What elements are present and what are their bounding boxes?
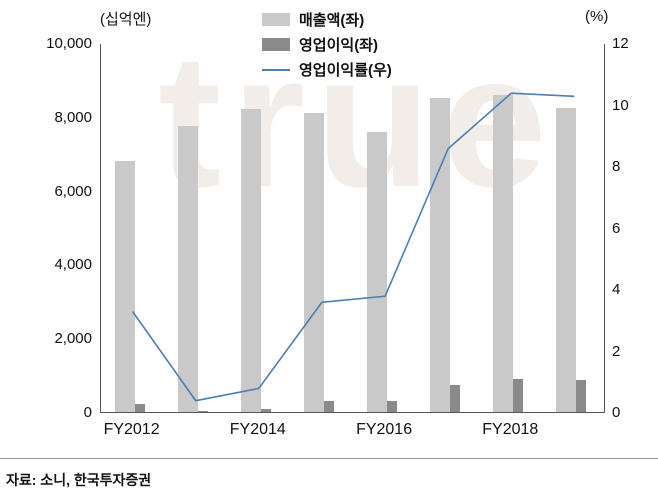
revenue-bar-FY2018 bbox=[493, 94, 514, 412]
footer-divider bbox=[0, 458, 658, 459]
operating-profit-bar-FY2014 bbox=[260, 409, 271, 412]
x-axis-tick-label: FY2012 bbox=[103, 421, 160, 438]
left-axis-tick-label: 0 bbox=[83, 404, 92, 421]
revenue-bar-FY2014 bbox=[240, 109, 261, 412]
legend-bar-swatch-icon bbox=[262, 13, 290, 26]
left-axis-unit: (십억엔) bbox=[100, 11, 152, 28]
legend-label: 영업이익(좌) bbox=[299, 37, 378, 54]
legend-label: 매출액(좌) bbox=[299, 12, 365, 29]
legend-item-1: 영업이익(좌) bbox=[262, 32, 392, 57]
operating-profit-bar-FY2019 bbox=[576, 379, 587, 412]
left-axis-tick-label: 4,000 bbox=[54, 256, 92, 274]
right-axis-tick-label: 4 bbox=[612, 281, 621, 298]
operating-profit-bar-FY2015 bbox=[323, 401, 334, 412]
right-axis-unit: (%) bbox=[585, 8, 609, 25]
operating-profit-bar-FY2018 bbox=[513, 378, 524, 412]
revenue-bar-FY2017 bbox=[430, 98, 451, 412]
operating-profit-bar-FY2013 bbox=[197, 410, 208, 412]
revenue-bar-FY2013 bbox=[177, 126, 198, 412]
legend-item-0: 매출액(좌) bbox=[262, 7, 392, 32]
legend-label: 영업이익률(우) bbox=[299, 62, 392, 79]
x-axis-tick-label: FY2016 bbox=[356, 421, 413, 438]
legend-line-swatch-icon bbox=[262, 68, 290, 71]
right-axis-tick-label: 6 bbox=[612, 219, 621, 237]
left-axis-tick-label: 6,000 bbox=[54, 182, 92, 200]
revenue-bar-FY2012 bbox=[114, 161, 135, 412]
legend: 매출액(좌) 영업이익(좌) 영업이익률(우) bbox=[262, 7, 392, 82]
operating-profit-bar-FY2016 bbox=[387, 401, 398, 412]
right-axis-tick-label: 8 bbox=[612, 158, 621, 175]
right-axis-tick-label: 2 bbox=[612, 342, 621, 360]
right-axis-tick-label: 12 bbox=[612, 35, 629, 52]
operating-profit-bar-FY2012 bbox=[134, 403, 145, 412]
right-axis-tick-label: 10 bbox=[612, 96, 629, 114]
left-axis-tick-label: 8,000 bbox=[54, 108, 92, 126]
revenue-bar-FY2019 bbox=[556, 107, 577, 412]
x-axis-tick-label: FY2014 bbox=[229, 421, 286, 438]
legend-bar-swatch-icon bbox=[262, 38, 290, 51]
watermark: true bbox=[158, 15, 557, 227]
legend-item-2: 영업이익률(우) bbox=[262, 57, 392, 82]
revenue-bar-FY2016 bbox=[367, 131, 388, 412]
operating-profit-bar-FY2017 bbox=[450, 385, 461, 412]
source-note: 자료: 소니, 한국투자증권 bbox=[6, 472, 152, 488]
x-axis-tick-label: FY2018 bbox=[482, 421, 539, 438]
plot-area bbox=[100, 44, 605, 413]
operating-margin-line bbox=[131, 92, 575, 402]
revenue-bar-FY2015 bbox=[303, 113, 324, 412]
right-axis-tick-label: 0 bbox=[612, 404, 621, 421]
left-axis-tick-label: 2,000 bbox=[54, 330, 92, 348]
left-axis-tick-label: 10,000 bbox=[46, 35, 92, 52]
